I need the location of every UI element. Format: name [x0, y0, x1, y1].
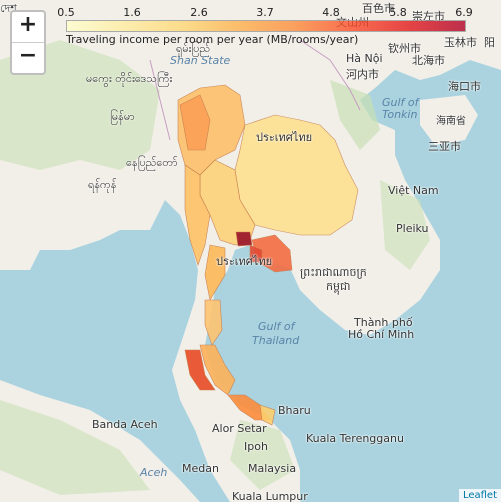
label-aceh: Aceh: [140, 466, 168, 479]
label-yang: 阳: [484, 36, 495, 49]
chiang-mai: [179, 94, 211, 151]
label-shan-native: ရှမ်းပြည်: [176, 42, 211, 55]
label-shan-state: Shan State: [170, 54, 231, 67]
south-mid: [199, 344, 236, 396]
west-region: [184, 164, 211, 266]
phuket-phangnga: [184, 349, 216, 391]
label-cambodia-native: ព្រះរាជាណាចក្រ: [300, 266, 367, 279]
legend-tick: 4.8: [322, 6, 340, 19]
label-malaysia: Malaysia: [248, 462, 297, 475]
label-cambodia-2: កម្ពុជា: [326, 280, 351, 293]
label-pleiku: Pleiku: [396, 222, 429, 235]
label-gulf-tonkin-2: Tonkin: [382, 108, 418, 121]
legend-tick: 0.5: [57, 6, 75, 19]
label-thai-native-2: ประเทศไทย: [216, 255, 273, 268]
label-kuala-lumpur: Kuala Lumpur: [232, 490, 308, 502]
zoom-out-button[interactable]: −: [12, 42, 44, 73]
label-ipoh: Ipoh: [244, 440, 268, 453]
legend-ticks: 0.5 1.6 2.6 3.7 4.8 5.8 6.9: [54, 6, 484, 20]
legend-tick: 5.8: [389, 6, 407, 19]
label-medan: Medan: [182, 462, 219, 475]
label-yangon: ရန်ကုန်: [88, 178, 117, 191]
legend-tick: 6.9: [455, 6, 473, 19]
legend: 0.5 1.6 2.6 3.7 4.8 5.8 6.9 Traveling in…: [54, 6, 484, 46]
thailand-provinces: [177, 84, 359, 426]
label-banda-aceh: Banda Aceh: [92, 418, 158, 431]
label-alor-setar: Alor Setar: [212, 422, 267, 435]
label-gulf-thailand-2: Thailand: [252, 334, 300, 347]
label-yulin: 玉林市: [444, 36, 477, 49]
label-chongzuo: 崇左市: [412, 10, 445, 23]
chonburi: [249, 244, 263, 263]
label-haikou: 海口市: [448, 80, 481, 93]
label-gulf-thailand-1: Gulf of: [258, 320, 295, 333]
label-qinzhou: 钦州市: [388, 42, 421, 55]
hainan-island: [420, 95, 478, 145]
legend-tick: 1.6: [123, 6, 141, 19]
attribution-link[interactable]: Leaflet: [458, 489, 501, 502]
label-kota-bharu: Bharu: [278, 404, 311, 417]
legend-tick: 2.6: [190, 6, 208, 19]
bangkok: [235, 231, 253, 247]
songkhla: [259, 404, 276, 426]
legend-color-bar: [66, 20, 466, 32]
label-hcm-1: Thành phố: [354, 316, 413, 329]
legend-caption: Traveling income per room per year (MB/r…: [66, 33, 359, 46]
label-hcm-2: Hồ Chí Minh: [348, 328, 415, 341]
zoom-in-button[interactable]: +: [18, 12, 38, 37]
label-mekong: မကွေး တိုင်းဒေသကြီး: [86, 72, 173, 85]
label-gulf-tonkin-1: Gulf of: [382, 96, 419, 109]
label-naypyitaw: နေပြည်တော်: [126, 156, 178, 169]
label-sanya: 三亚市: [428, 140, 461, 153]
zoom-control: + −: [10, 10, 46, 75]
label-hainan: 海南省: [436, 116, 466, 127]
label-hanoi-native: Hà Nội: [346, 52, 383, 65]
label-vietnam: Việt Nam: [388, 184, 439, 197]
label-myanmar: မြန်မာ: [110, 110, 135, 123]
label-baise: 百色市: [362, 2, 395, 15]
south-upper: [204, 299, 223, 346]
legend-tick: 3.7: [256, 6, 274, 19]
label-kuala-terengganu: Kuala Terengganu: [306, 432, 404, 445]
label-hanoi-cjk: 河内市: [346, 68, 379, 81]
label-thailand-native: ประเทศไทย: [256, 131, 313, 144]
label-beihai: 北海市: [412, 54, 445, 67]
hua-hin: [204, 244, 226, 301]
